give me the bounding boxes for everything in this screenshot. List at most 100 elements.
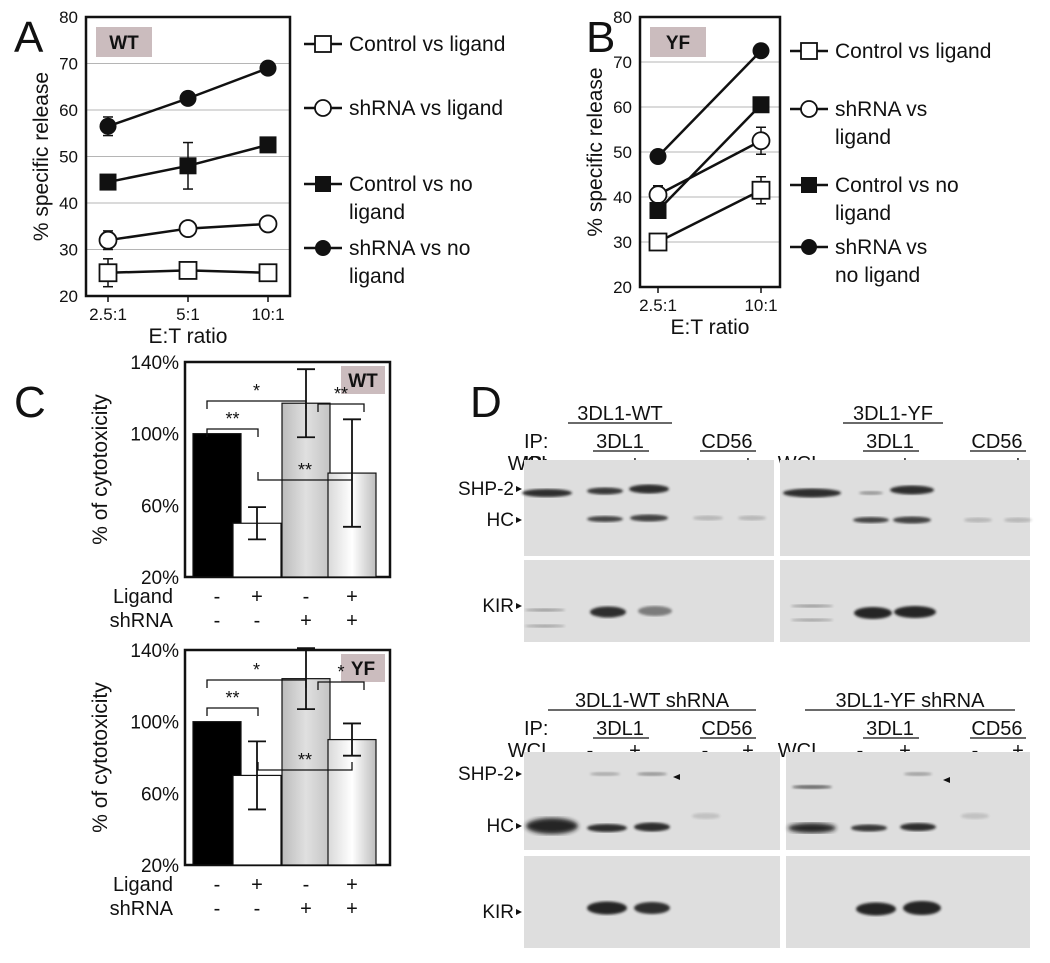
series-line [657,139,762,196]
ab-label-cd56: CD56 [701,718,752,740]
blot-band [900,823,936,831]
condition-label: shRNA [110,610,174,632]
blot-band [587,824,627,832]
significance-bracket [317,403,365,412]
marker-filled-circle [752,42,770,60]
significance-bracket [257,762,353,771]
shp2-arrowhead [943,777,950,783]
row-label-shp2: SHP-2 [458,764,514,785]
lane-sign: + [1012,740,1024,762]
marker-open-square [648,232,668,252]
blot-band [637,772,667,776]
blot-title: 3DL1-WT shRNA [575,690,730,712]
blot-band [522,489,572,497]
marker-filled-square [259,136,277,154]
blot-membrane [780,560,1030,642]
ab-label-cd56: CD56 [971,431,1022,453]
y-tick-label: 20% [141,856,179,877]
marker-filled-circle [99,117,117,135]
ip-label: IP: [524,431,548,453]
legend-label: no ligand [835,264,920,287]
y-axis-title: % of cytotoxicity [89,394,112,545]
x-axis-title: E:T ratio [671,316,750,339]
lane-sign: - [972,740,979,762]
blot-band [590,606,626,618]
blot-band [894,606,936,618]
blot-band [791,618,833,622]
condition-sign: - [214,874,221,896]
significance-bracket [206,707,259,716]
condition-sign: - [214,898,221,920]
x-tick-label: 2.5:1 [639,296,677,315]
blot-membrane [780,460,1030,556]
blot-title: 3DL1-YF shRNA [836,690,986,712]
badge-label: YF [666,33,690,54]
blot-band [634,902,670,914]
blot-band [851,824,887,832]
condition-sign: + [251,874,263,896]
condition-sign: + [300,898,312,920]
blot-band [692,813,720,819]
condition-label: shRNA [110,898,174,920]
badge [341,366,385,394]
blot-band [587,516,623,522]
row-label-kir-arrow [516,603,522,609]
blot-membrane [786,752,1030,850]
y-tick-label: 20 [59,287,78,306]
condition-sign: - [254,610,261,632]
panel-letter-a: A [14,13,44,62]
marker-filled-circle [259,59,277,77]
western-blot-panel-d: 3DL1-WT3DL1CD56WCL-+-+IP:IB:3DL1-YF3DL1C… [458,403,1032,948]
significance-bracket [317,681,365,690]
marker-filled-square [649,202,667,219]
row-label-hc-arrow [516,823,522,829]
marker-filled-square [179,157,197,175]
legend-label: ligand [349,201,405,224]
marker-open-circle [751,131,771,151]
marker-filled-circle [649,148,667,165]
legend-label: Control vs ligand [835,40,991,63]
marker-open-square [314,35,332,53]
blot-band [792,785,832,789]
ab-label-cd56: CD56 [971,718,1022,740]
significance-mark: ** [298,460,312,480]
y-tick-label: 30 [613,233,632,252]
row-label-kir: KIR [482,902,514,923]
y-tick-label: 60% [141,496,179,517]
x-tick-label: 2.5:1 [89,305,127,324]
blot-band [525,608,565,612]
legend-label: shRNA vs ligand [349,97,503,120]
chart-b-line-yf: 20 30 40 50 60 70 80 2.5:1 10:1E:T ratio % specif… [584,8,991,339]
badge [341,654,385,682]
y-tick-label: 70 [59,55,78,74]
y-axis-title: % of cytotoxicity [89,682,112,833]
marker-open-circle [800,100,818,118]
blot-title: 3DL1-WT [577,403,663,425]
condition-sign: - [303,874,310,896]
y-tick-label: 80 [613,8,632,27]
ip-label: IP: [524,718,548,740]
lane-sign: - [857,740,864,762]
blot-band [856,902,896,916]
blot-band [854,607,892,619]
lane-sign: - [587,740,594,762]
marker-filled-square [801,177,817,193]
shp2-arrowhead [673,774,680,780]
blot-band [630,514,668,522]
blot-band [634,822,670,832]
legend-label: Control vs ligand [349,33,505,56]
ab-label-cd56: CD56 [701,431,752,453]
condition-sign: + [300,610,312,632]
y-tick-label: 140% [130,353,179,374]
marker-filled-square [752,96,770,114]
badge-label: YF [351,659,375,680]
condition-sign: + [251,586,263,608]
ab-label-3dl1: 3DL1 [866,431,914,453]
badge-label: WT [109,33,139,54]
blot-membrane [524,560,774,642]
condition-label: Ligand [113,586,173,608]
y-tick-label: 50 [613,143,632,162]
legend-label: ligand [835,202,891,225]
blot-top_left: 3DL1-WT3DL1CD56WCL-+-+IP:IB: [508,403,774,642]
